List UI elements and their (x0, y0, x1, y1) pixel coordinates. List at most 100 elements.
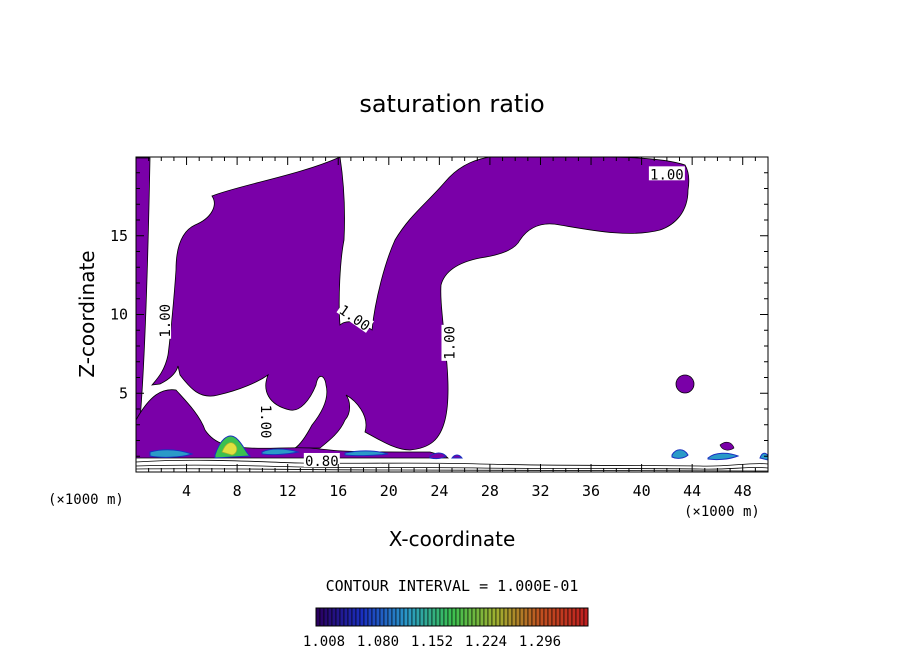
x-unit-right: (×1000 m) (684, 504, 760, 520)
colorbar-swatch (503, 607, 509, 627)
contour-interval: CONTOUR INTERVAL = 1.000E-01 (326, 577, 579, 595)
colorbar-swatch (415, 607, 421, 627)
x-unit-left: (×1000 m) (48, 492, 124, 508)
colorbar-swatch (583, 607, 589, 627)
y-tick-label: 10 (110, 306, 128, 324)
plot-area (136, 157, 768, 472)
colorbar-swatch (323, 607, 329, 627)
colorbar-label: 1.080 (357, 634, 399, 650)
colorbar-swatch (475, 607, 481, 627)
colorbar-swatch (367, 607, 373, 627)
y-tick-label: 5 (119, 384, 128, 402)
colorbar-swatch (519, 607, 525, 627)
colorbar-label: 1.296 (519, 634, 561, 650)
colorbar-swatch (451, 607, 457, 627)
y-tick-label: 15 (110, 227, 128, 245)
surface-patches (149, 435, 768, 461)
contour-label: 1.00 (257, 403, 275, 440)
colorbar-swatch (459, 607, 465, 627)
contour-label: 0.80 (303, 452, 340, 470)
colorbar-swatch (575, 607, 581, 627)
x-tick-label: 36 (582, 482, 600, 500)
colorbar-swatch (339, 607, 345, 627)
colorbar-swatch (447, 607, 453, 627)
colorbar-swatch (383, 607, 389, 627)
colorbar-swatch (347, 607, 353, 627)
x-tick-label: 44 (683, 482, 701, 500)
x-tick-label: 32 (531, 482, 549, 500)
chart-title: saturation ratio (359, 90, 544, 118)
colorbar-swatch (547, 607, 553, 627)
colorbar-swatch (403, 607, 409, 627)
colorbar-swatch (467, 607, 473, 627)
colorbar-swatch (559, 607, 565, 627)
contour-label-text: 1.00 (158, 304, 174, 338)
colorbar-swatch (495, 607, 501, 627)
colorbar-swatch (423, 607, 429, 627)
contour-label-text: 1.00 (442, 326, 458, 360)
x-tick-label: 16 (329, 482, 347, 500)
colorbar-swatch (567, 607, 573, 627)
colorbar-swatch (395, 607, 401, 627)
colorbar-swatch (455, 607, 461, 627)
surface-contours (136, 459, 768, 472)
colorbar-swatch (359, 607, 365, 627)
colorbar-swatch (443, 607, 449, 627)
colorbar-swatch (351, 607, 357, 627)
colorbar-swatch (435, 607, 441, 627)
colorbar-swatch (363, 607, 369, 627)
x-tick-label: 4 (182, 482, 191, 500)
colorbar-swatch (579, 607, 585, 627)
contour-label-text: 0.80 (305, 454, 339, 470)
colorbar-swatch (371, 607, 377, 627)
y-axis-ticks: 5 10 15 (110, 172, 768, 457)
saturation-band (136, 389, 449, 459)
colorbar-swatch (487, 607, 493, 627)
colorbar-swatch (527, 607, 533, 627)
colorbar-swatch (319, 607, 325, 627)
colorbar-swatch (439, 607, 445, 627)
contour-label-bg (441, 324, 456, 361)
colorbar-swatch (523, 607, 529, 627)
x-tick-label: 48 (734, 482, 752, 500)
colorbar-swatch (491, 607, 497, 627)
x-axis-label: X-coordinate (389, 527, 516, 551)
colorbar-swatch (427, 607, 433, 627)
colorbar-swatch (379, 607, 385, 627)
colorbar-swatch (419, 607, 425, 627)
colorbar-swatch (335, 607, 341, 627)
x-tick-label: 12 (279, 482, 297, 500)
x-tick-label: 40 (633, 482, 651, 500)
contour-labels: 1.001.00 1.001.001.000.80 (157, 166, 685, 470)
colorbar-label: 1.224 (465, 634, 507, 650)
colorbar-swatch (431, 607, 437, 627)
colorbar-swatch (471, 607, 477, 627)
colorbar-swatch (507, 607, 513, 627)
colorbar-swatch (407, 607, 413, 627)
colorbar-swatch (315, 607, 321, 627)
x-tick-label: 8 (233, 482, 242, 500)
x-axis-ticks: 4 8 12 16 20 24 28 32 36 40 44 48 (148, 157, 756, 500)
contour-label: 1.00 (157, 302, 174, 339)
colorbar-frame (315, 607, 589, 627)
contour-label-bg (336, 300, 375, 333)
colorbar-swatch (411, 607, 417, 627)
colorbar-swatch (479, 607, 485, 627)
colorbar-swatch (531, 607, 537, 627)
colorbar-swatch (399, 607, 405, 627)
contour-label-text: 1.00 (257, 405, 273, 439)
x-tick-label: 28 (481, 482, 499, 500)
colorbar-swatch (551, 607, 557, 627)
colorbar-swatch (391, 607, 397, 627)
colorbar-swatch (463, 607, 469, 627)
colorbar-swatch (343, 607, 349, 627)
colorbar: 1.008 1.080 1.152 1.224 1.296 (303, 607, 589, 650)
contour-label: 1.00 (648, 166, 685, 183)
colorbar-swatch (555, 607, 561, 627)
contour-label-text: 1.00 (650, 167, 684, 183)
colorbar-swatch (387, 607, 393, 627)
colorbar-swatch (515, 607, 521, 627)
colorbar-swatch (539, 607, 545, 627)
colorbar-swatch (511, 607, 517, 627)
